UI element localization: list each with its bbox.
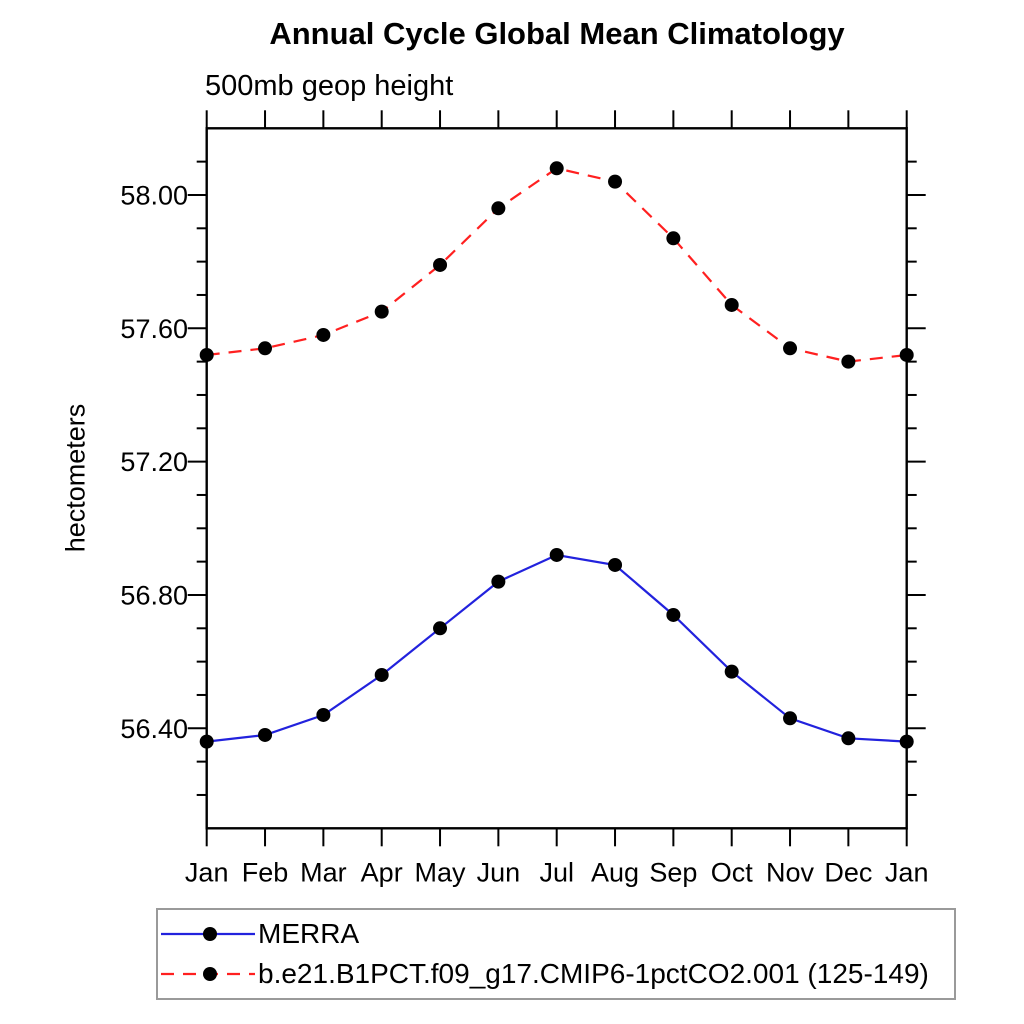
x-tick-label: Jun xyxy=(477,857,521,887)
legend-sample-dashed-line-icon xyxy=(161,967,255,981)
x-tick-label: Sep xyxy=(649,857,697,887)
data-point xyxy=(783,341,798,356)
x-tick-label: May xyxy=(415,857,467,887)
data-point xyxy=(899,734,914,749)
x-tick-label: Oct xyxy=(711,857,754,887)
data-point xyxy=(433,621,448,636)
data-point xyxy=(199,347,214,362)
legend-item-model: b.e21.B1PCT.f09_g17.CMIP6-1pctCO2.001 (1… xyxy=(158,954,954,994)
data-point xyxy=(666,607,681,622)
x-tick-label: Mar xyxy=(300,857,347,887)
y-tick-label: 56.40 xyxy=(120,714,188,744)
x-tick-label: Apr xyxy=(361,857,403,887)
x-tick-label: Nov xyxy=(766,857,815,887)
chart-title: Annual Cycle Global Mean Climatology xyxy=(269,16,845,51)
series-line-0 xyxy=(206,553,907,743)
data-point xyxy=(608,557,623,572)
y-tick-label: 57.60 xyxy=(120,314,188,344)
data-point xyxy=(549,161,564,176)
x-tick-label: Jul xyxy=(539,857,574,887)
data-point xyxy=(666,231,681,246)
data-point xyxy=(433,257,448,272)
data-point xyxy=(199,734,214,749)
legend-sample-solid-line-icon xyxy=(161,927,255,941)
x-tick-label: Aug xyxy=(591,857,639,887)
x-tick-label: Dec xyxy=(824,857,872,887)
data-point xyxy=(841,731,856,746)
x-tick-label: Jan xyxy=(885,857,929,887)
data-point xyxy=(724,297,739,312)
data-point xyxy=(316,327,331,342)
data-point xyxy=(841,354,856,369)
legend-label-merra: MERRA xyxy=(258,918,360,949)
legend: MERRA b.e21.B1PCT.f09_g17.CMIP6-1pctCO2.… xyxy=(156,908,956,1000)
x-tick-label: Jan xyxy=(185,857,229,887)
chart-subtitle: 500mb geop height xyxy=(205,70,454,102)
legend-label-model: b.e21.B1PCT.f09_g17.CMIP6-1pctCO2.001 (1… xyxy=(258,958,929,989)
data-point xyxy=(899,347,914,362)
y-tick-label: 57.20 xyxy=(120,447,188,477)
x-tick-label: Feb xyxy=(242,857,289,887)
y-tick-label: 58.00 xyxy=(120,180,188,210)
data-point xyxy=(724,664,739,679)
data-point xyxy=(258,341,273,356)
data-point xyxy=(316,707,331,722)
y-tick-label: 56.80 xyxy=(120,580,188,610)
legend-item-merra: MERRA xyxy=(158,914,954,954)
data-point xyxy=(783,711,798,726)
data-point xyxy=(258,727,273,742)
data-point xyxy=(374,304,389,319)
data-point xyxy=(374,667,389,682)
data-point xyxy=(491,574,506,589)
data-point xyxy=(608,174,623,189)
data-point xyxy=(549,547,564,562)
data-point xyxy=(491,201,506,216)
series-line-1 xyxy=(206,167,907,363)
